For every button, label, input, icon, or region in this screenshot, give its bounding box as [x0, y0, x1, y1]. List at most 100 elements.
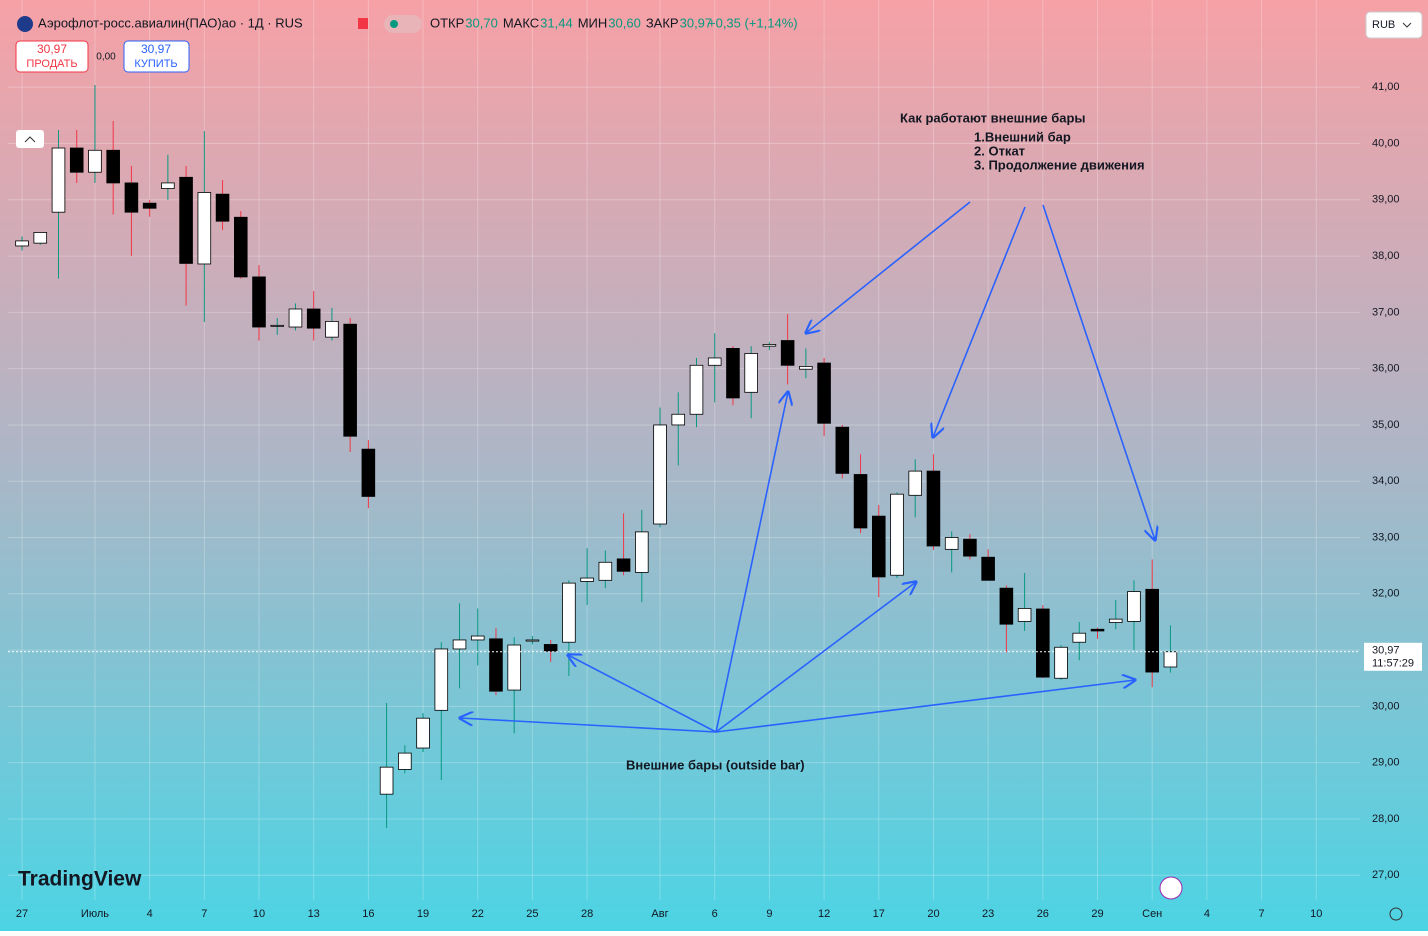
y-tick-label: 40,00 — [1372, 137, 1400, 149]
y-tick-label: 38,00 — [1372, 250, 1400, 262]
candle-body — [817, 362, 831, 424]
candle-body — [635, 531, 649, 573]
annotation: 1.Внешний бар — [974, 129, 1071, 144]
symbol-title[interactable]: Аэрофлот-росс.авиалин(ПАО)ао · 1Д · RUS — [38, 15, 303, 30]
candle-body — [33, 232, 48, 244]
sell-button[interactable] — [15, 40, 89, 73]
x-tick-label: 4 — [147, 908, 153, 920]
countdown: 11:57:29 — [1372, 658, 1414, 670]
candle-body — [470, 635, 485, 641]
x-tick-label: 6 — [712, 908, 718, 920]
candle-body — [489, 638, 503, 692]
candle-body — [1127, 591, 1141, 622]
arrow — [933, 206, 1026, 437]
ohlc-value: 31,44 — [540, 15, 573, 30]
x-tick-label: 22 — [472, 908, 484, 920]
x-tick-label: 25 — [526, 908, 538, 920]
y-tick-label: 36,00 — [1372, 363, 1400, 375]
x-tick-label: 9 — [766, 908, 772, 920]
candle-body — [780, 340, 795, 366]
ohlc-label: ЗАКР — [646, 15, 679, 30]
candle-body — [179, 176, 193, 264]
candle-body — [1072, 632, 1087, 643]
annotation: 3. Продолжение движения — [974, 157, 1145, 172]
y-tick-label: 32,00 — [1372, 588, 1400, 600]
sell-price[interactable]: 30,97 — [37, 42, 67, 56]
sell-label[interactable]: ПРОДАТЬ — [26, 58, 77, 70]
candle-body — [452, 639, 467, 650]
candle-body — [580, 577, 594, 582]
arrow — [715, 680, 1135, 733]
candle-body — [762, 344, 777, 347]
x-tick-label: 16 — [362, 908, 374, 920]
candle-body — [233, 216, 248, 278]
candle-body — [963, 538, 977, 557]
dropdown-arrow — [1402, 22, 1412, 28]
x-tick-label: 17 — [873, 908, 885, 920]
settings-icon[interactable] — [1389, 907, 1403, 921]
x-tick-label: 29 — [1091, 908, 1103, 920]
y-tick-label: 33,00 — [1372, 531, 1400, 543]
candle-body — [361, 448, 376, 497]
spread: 0,00 — [96, 52, 116, 63]
last-price-box — [1364, 642, 1422, 671]
status-pill — [384, 15, 422, 33]
x-tick-label: 28 — [581, 908, 593, 920]
y-tick-label: 28,00 — [1372, 813, 1400, 825]
annotation: Внешние бары (outside bar) — [626, 757, 805, 772]
candle-body — [616, 558, 631, 572]
arrow — [715, 582, 916, 733]
y-tick-label: 29,00 — [1372, 757, 1400, 769]
candle-body — [1108, 618, 1123, 623]
candle-body — [835, 426, 850, 474]
candle-body — [252, 276, 266, 328]
candle-body — [726, 348, 740, 399]
collapse-button[interactable] — [16, 130, 44, 148]
candle-body — [853, 474, 868, 529]
candle-body — [1054, 646, 1068, 679]
x-tick-label: 10 — [253, 908, 265, 920]
arrow — [806, 201, 971, 333]
candle-body — [69, 147, 84, 173]
candle-body — [543, 644, 558, 652]
y-tick-label: 41,00 — [1372, 81, 1400, 93]
candle-body — [1145, 588, 1159, 673]
currency-select[interactable] — [1365, 11, 1423, 39]
axes: 27,0028,0029,0030,0031,0032,0033,0034,00… — [8, 81, 1422, 920]
candle-body — [106, 149, 120, 184]
currency[interactable]: RUB — [1372, 19, 1395, 31]
buy-button[interactable] — [123, 40, 190, 73]
ohlc-value: 30,60 — [608, 15, 641, 30]
candle-body — [926, 470, 941, 547]
x-tick-label: Авг — [651, 908, 668, 920]
buy-price[interactable]: 30,97 — [141, 42, 171, 56]
annotation: Как работают внешние бары — [900, 110, 1086, 125]
candle-body — [744, 353, 758, 393]
y-tick-label: 39,00 — [1372, 194, 1400, 206]
buy-label[interactable]: КУПИТЬ — [134, 58, 177, 70]
candle-body — [799, 366, 813, 370]
candle-body — [215, 193, 230, 222]
alert-icon[interactable] — [1159, 876, 1183, 900]
flag — [358, 18, 368, 29]
ohlc-value: 30,97 — [680, 15, 713, 30]
x-tick-label: 7 — [201, 908, 207, 920]
x-tick-label: Сен — [1142, 908, 1162, 920]
candle-body — [1036, 608, 1050, 678]
arrow — [715, 392, 788, 733]
ohlc-value: 30,70 — [465, 15, 498, 30]
logo[interactable]: TradingView — [18, 868, 142, 891]
x-tick-label: 19 — [417, 908, 429, 920]
candle-body — [598, 561, 613, 581]
change: +0,35 (+1,14%) — [708, 15, 798, 30]
candle-body — [981, 556, 995, 581]
candle-body — [1163, 651, 1178, 668]
candle-body — [871, 515, 886, 578]
y-tick-label: 35,00 — [1372, 419, 1400, 431]
candle-body — [434, 648, 449, 711]
y-tick-label: 30,00 — [1372, 700, 1400, 712]
candle-body — [890, 493, 904, 576]
annotation: 2. Откат — [974, 143, 1025, 158]
x-tick-label: 12 — [818, 908, 830, 920]
